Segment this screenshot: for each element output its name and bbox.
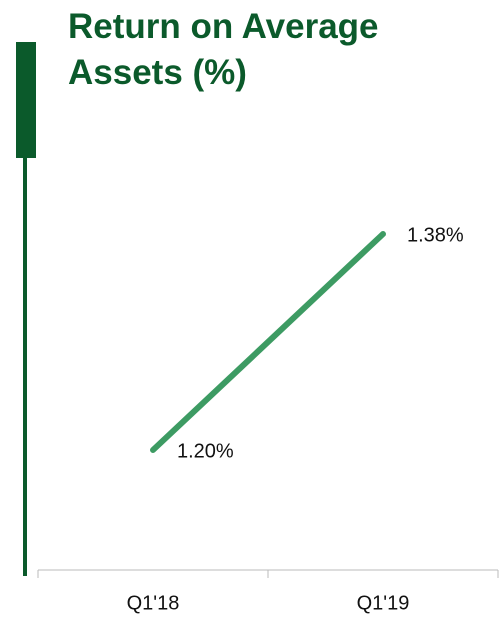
x-tick-label: Q1'18 [127, 592, 180, 614]
accent-bar [16, 42, 36, 158]
x-tick-label: Q1'19 [357, 592, 410, 614]
data-label: 1.20% [177, 440, 234, 462]
line [150, 231, 386, 453]
chart-title: Return on Average Assets (%) [68, 7, 379, 92]
data-label: 1.38% [407, 224, 464, 246]
